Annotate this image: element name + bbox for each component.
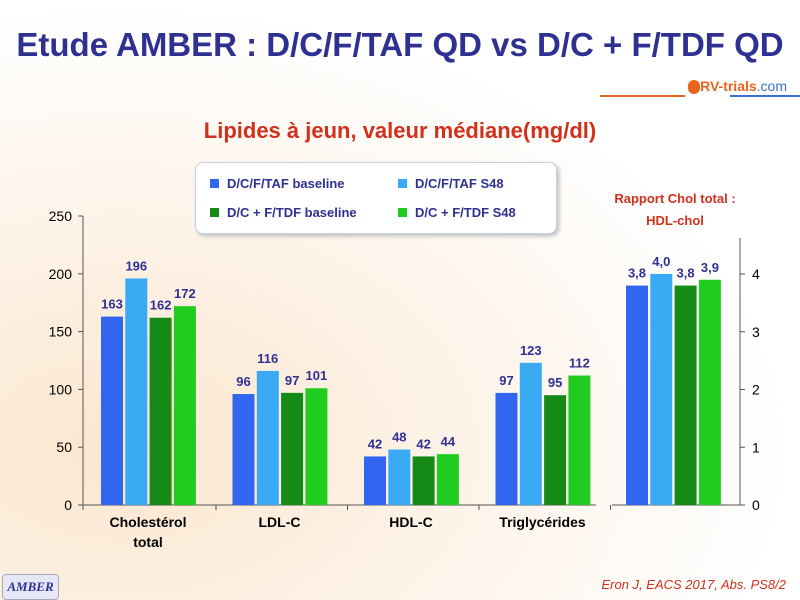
bar [364, 456, 386, 505]
bar [173, 306, 196, 505]
citation: Eron J, EACS 2017, Abs. PS8/2 [601, 577, 786, 592]
divider [730, 95, 800, 97]
y-tick-label: 4 [752, 266, 760, 282]
chart-title: Lipides à jeun, valeur médiane(mg/dl) [203, 118, 597, 143]
bar [626, 285, 648, 505]
y-tick-label: 3 [752, 324, 760, 340]
bar [674, 285, 697, 505]
legend-swatch [210, 208, 219, 217]
slide-title: Etude AMBER : D/C/F/TAF QD vs D/C + F/TD… [16, 26, 784, 63]
bar [544, 395, 567, 505]
bar [256, 370, 279, 505]
legend: D/C/F/TAF baseline D/C/F/TAF S48 D/C + F… [195, 162, 557, 234]
data-label: 3,9 [701, 260, 719, 275]
study-badge: AMBER [2, 574, 59, 600]
bar [149, 317, 172, 505]
y-tick-label: 50 [56, 439, 72, 455]
y-tick-label: 2 [752, 382, 760, 398]
data-label: 95 [548, 375, 562, 390]
y-tick-label: 100 [49, 381, 73, 397]
legend-item: D/C/F/TAF S48 [398, 176, 504, 191]
y-tick-label: 0 [752, 497, 760, 513]
bar [101, 316, 123, 505]
x-tick-label: Cholestérol [109, 514, 186, 530]
x-tick-label: LDL-C [259, 514, 301, 530]
bar [650, 274, 673, 505]
data-label: 162 [150, 298, 172, 313]
y-tick-label: 250 [49, 208, 73, 224]
data-label: 42 [416, 436, 430, 451]
legend-item: D/C + F/TDF S48 [398, 205, 516, 220]
legend-swatch [398, 208, 407, 217]
data-label: 4,0 [652, 254, 670, 269]
data-label: 101 [306, 368, 328, 383]
data-label: 42 [368, 436, 382, 451]
data-label: 123 [520, 343, 542, 358]
y-tick-label: 150 [49, 324, 73, 340]
bar [412, 456, 435, 505]
x-tick-label: Triglycérides [499, 514, 586, 530]
data-label: 172 [174, 286, 196, 301]
arv-trials-logo: ARV-trials.com [690, 78, 788, 94]
pill-icon [688, 80, 700, 94]
bar [232, 394, 255, 505]
y-tick-label: 1 [752, 439, 760, 455]
data-label: 96 [236, 374, 250, 389]
bar [495, 392, 518, 505]
ratio-chart-title: Rapport Chol total : HDL-chol [614, 191, 736, 228]
legend-swatch [210, 179, 219, 188]
data-label: 97 [499, 373, 513, 388]
data-label: 116 [257, 351, 278, 366]
bar [568, 375, 591, 505]
data-label: 97 [285, 373, 299, 388]
data-label: 48 [392, 430, 406, 445]
bar [388, 449, 411, 505]
x-tick-label: total [133, 534, 163, 550]
bar [125, 278, 148, 505]
bar [305, 388, 328, 505]
data-label: 44 [441, 434, 456, 449]
data-label: 196 [125, 258, 147, 273]
y-tick-label: 0 [64, 497, 72, 513]
legend-item: D/C/F/TAF baseline [210, 176, 345, 191]
legend-swatch [398, 179, 407, 188]
bar [698, 279, 721, 505]
data-label: 3,8 [677, 266, 695, 281]
legend-item: D/C + F/TDF baseline [210, 205, 357, 220]
data-label: 112 [569, 356, 590, 371]
x-tick-label: HDL-C [389, 514, 433, 530]
data-label: 3,8 [628, 266, 646, 281]
bar [436, 454, 459, 505]
bar [281, 392, 304, 505]
divider [600, 95, 685, 97]
bar [519, 362, 542, 505]
data-label: 163 [101, 297, 123, 312]
y-tick-label: 200 [49, 266, 73, 282]
